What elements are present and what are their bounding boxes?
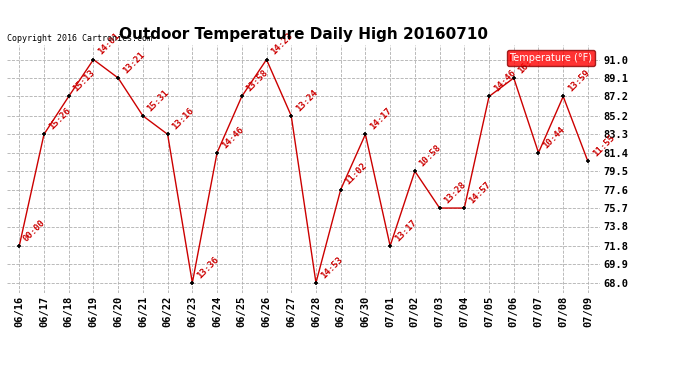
Point: [63, 93, 75, 99]
Text: 13:36: 13:36: [195, 255, 221, 280]
Point: [582, 159, 593, 165]
Point: [236, 93, 247, 99]
Text: 13:17: 13:17: [393, 218, 418, 243]
Text: 14:46: 14:46: [220, 124, 245, 150]
Point: [310, 280, 322, 286]
Point: [88, 57, 99, 63]
Text: 13:16: 13:16: [170, 106, 196, 132]
Point: [459, 205, 470, 211]
Text: 14:53: 14:53: [319, 255, 344, 280]
Text: 11:55: 11:55: [591, 134, 616, 159]
Text: 10:44: 10:44: [541, 124, 566, 150]
Text: 14:01: 14:01: [96, 32, 121, 57]
Point: [384, 243, 395, 249]
Text: 15:31: 15:31: [146, 88, 171, 113]
Text: 10:58: 10:58: [417, 143, 443, 168]
Point: [434, 205, 445, 211]
Point: [484, 93, 495, 99]
Text: 13:21: 13:21: [121, 50, 146, 75]
Text: 16:: 16:: [517, 57, 534, 75]
Point: [409, 168, 420, 174]
Text: 14:17: 14:17: [368, 106, 393, 132]
Point: [162, 131, 173, 137]
Point: [533, 150, 544, 156]
Text: 13:58: 13:58: [244, 68, 270, 94]
Text: 15:13: 15:13: [72, 68, 97, 94]
Text: 11:02: 11:02: [344, 162, 369, 187]
Text: 00:00: 00:00: [22, 218, 48, 243]
Point: [39, 131, 50, 137]
Point: [509, 75, 520, 81]
Point: [137, 113, 148, 119]
Point: [360, 131, 371, 137]
Point: [335, 187, 346, 193]
Point: [112, 75, 124, 81]
Text: 13:24: 13:24: [294, 88, 319, 113]
Title: Outdoor Temperature Daily High 20160710: Outdoor Temperature Daily High 20160710: [119, 27, 488, 42]
Point: [286, 113, 297, 119]
Text: 13:59: 13:59: [566, 68, 591, 94]
Point: [187, 280, 198, 286]
Text: 15:26: 15:26: [47, 106, 72, 132]
Point: [212, 150, 223, 156]
Text: 13:28: 13:28: [442, 180, 468, 205]
Legend: Temperature (°F): Temperature (°F): [506, 50, 595, 66]
Point: [14, 243, 25, 249]
Text: 14:57: 14:57: [467, 180, 493, 205]
Point: [558, 93, 569, 99]
Text: 14:46: 14:46: [492, 68, 518, 94]
Point: [261, 57, 272, 63]
Text: 14:23: 14:23: [269, 32, 295, 57]
Text: Copyright 2016 Cartronics.com: Copyright 2016 Cartronics.com: [7, 33, 152, 42]
